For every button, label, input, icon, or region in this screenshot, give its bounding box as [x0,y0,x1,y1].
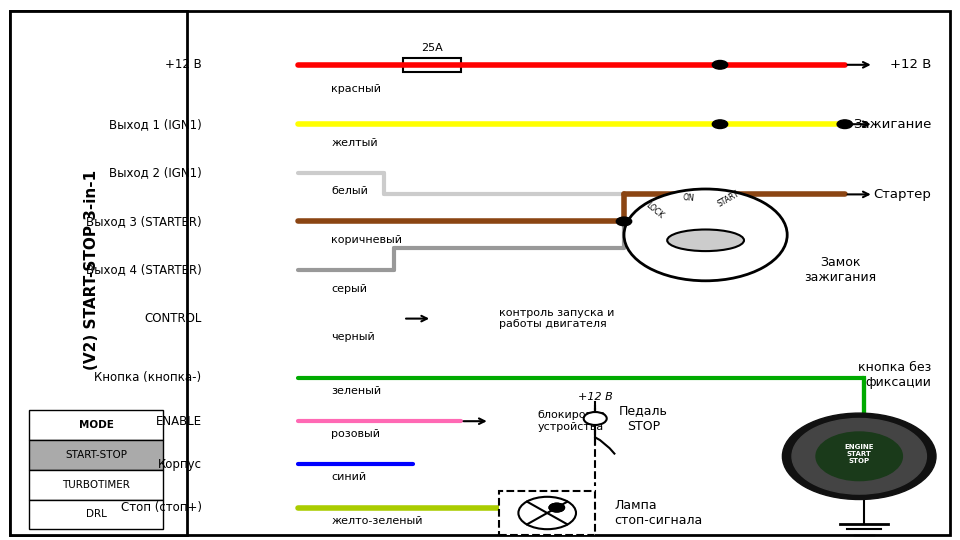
Text: Педаль
STOP: Педаль STOP [619,404,667,433]
Text: блокировка
устройства: блокировка устройства [538,410,606,432]
Text: ENGINE
START
STOP: ENGINE START STOP [845,443,874,464]
Text: белый: белый [331,186,368,197]
Text: ON: ON [682,193,694,204]
Circle shape [584,412,607,425]
Text: серый: серый [331,284,367,294]
Text: TURBOTIMER: TURBOTIMER [62,480,130,490]
Bar [403,58,461,71]
Bar [29,470,163,500]
Text: (V2) START-STOP 3-in-1: (V2) START-STOP 3-in-1 [84,170,99,370]
Text: коричневый: коричневый [331,235,402,245]
Text: Выход 4 (STARTER): Выход 4 (STARTER) [85,264,202,276]
Text: Выход 1 (IGN1): Выход 1 (IGN1) [108,118,202,131]
Bar [29,410,163,440]
Circle shape [549,503,564,512]
Ellipse shape [667,230,744,251]
Circle shape [816,432,902,481]
Text: Выход 3 (STARTER): Выход 3 (STARTER) [86,215,202,228]
Text: желто-зеленый: желто-зеленый [331,516,422,526]
Text: желтый: желтый [331,138,378,148]
Text: CONTROL: CONTROL [144,312,202,325]
Circle shape [837,120,852,129]
Bar [10,11,187,535]
Circle shape [712,60,728,69]
Text: +12 В: +12 В [890,58,931,71]
Circle shape [782,413,936,500]
Text: кнопка без
фиксации: кнопка без фиксации [858,361,931,389]
Text: Корпус: Корпус [157,458,202,471]
Text: +12 В: +12 В [578,392,612,402]
Text: Замок
зажигания: Замок зажигания [804,256,876,284]
Text: ENABLE: ENABLE [156,415,202,428]
Text: START-STOP: START-STOP [65,450,127,460]
Text: красный: красный [331,84,381,94]
Bar [29,440,163,470]
Circle shape [518,497,576,529]
Text: +12 B: +12 B [165,58,202,71]
Circle shape [549,503,564,512]
Text: контроль запуска и
работы двигателя: контроль запуска и работы двигателя [499,308,614,329]
Text: Стартер: Стартер [874,188,931,201]
Text: 25A: 25A [421,43,443,53]
Text: черный: черный [331,332,375,342]
Circle shape [712,120,728,129]
Text: DRL: DRL [85,509,107,519]
Circle shape [624,189,787,281]
Bar [499,491,595,535]
Text: Лампа
стоп-сигнала: Лампа стоп-сигнала [614,499,703,527]
Text: Выход 2 (IGN1): Выход 2 (IGN1) [108,166,202,179]
Text: LOCK: LOCK [643,201,664,220]
Text: START: START [716,190,741,209]
Text: розовый: розовый [331,429,380,440]
Text: синий: синий [331,472,367,483]
Text: Стоп (стоп+): Стоп (стоп+) [121,501,202,514]
Bar [29,500,163,529]
Text: MODE: MODE [79,420,113,430]
Circle shape [792,418,926,494]
Text: Зажигание: Зажигание [852,118,931,131]
Text: Кнопка (кнопка-): Кнопка (кнопка-) [94,372,202,384]
Circle shape [616,217,632,226]
Text: зеленый: зеленый [331,386,381,396]
